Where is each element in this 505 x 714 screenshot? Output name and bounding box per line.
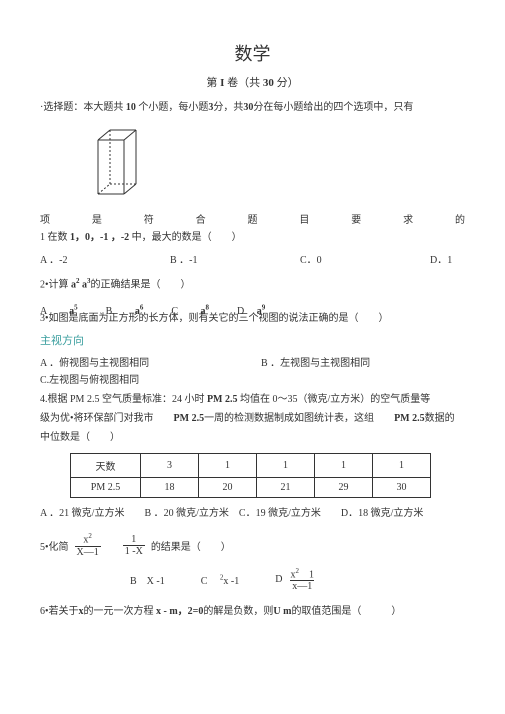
q5-tail: 的结果是（ ） <box>151 538 231 553</box>
q2-c: a <box>80 279 88 290</box>
q1-text: 1 在数 1，0，-1 ，-2 中，最大的数是（ ） <box>40 230 465 245</box>
q4f: 一周的检测数据制成如图统计表，这组 <box>204 413 384 424</box>
q4c: 均值在 0～35（微克/立方米）的空气质量等 <box>240 394 430 405</box>
instruction-tail: 项 是 符 合 题 目 要 求 的 <box>40 211 465 226</box>
td-2-5: 30 <box>373 478 431 498</box>
q4-line1: 4.根据 PM 2.5 空气质量标准：24 小时 PM 2.5 均值在 0～35… <box>40 392 465 407</box>
sub-prefix: 第 <box>206 77 217 89</box>
inst-f: 30 <box>243 102 253 113</box>
view-direction-label: 主视方向 <box>40 332 465 348</box>
q6d: x - m，2=0 <box>154 606 204 617</box>
q4h: 数据的 <box>425 413 455 424</box>
q5-options: B X -1 C 2x -1 D x2 1 x—1 <box>130 568 465 592</box>
q5n2: 1 <box>129 534 138 545</box>
q5d2: 1 -X <box>123 545 145 557</box>
q3-text: 3•如图是底面为正方形的长方体，则有关它的三个视图的说法正确的是（ ） <box>40 311 465 326</box>
td-2-3: 21 <box>257 478 315 498</box>
q5d-frac: x2 1 x—1 <box>288 568 316 592</box>
q5-opt-d: D x2 1 x—1 <box>275 568 316 592</box>
tc6: 要 <box>351 211 361 226</box>
q5-frac1: x2 X—1 <box>75 533 101 557</box>
td-2-2: 20 <box>199 478 257 498</box>
q2-b: a <box>69 279 77 290</box>
th-pm: PM 2.5 <box>71 478 141 498</box>
q5d1: X—1 <box>75 546 101 558</box>
q5s: 2 <box>88 532 92 540</box>
sub-points: 30 <box>263 77 274 89</box>
inst-e: 分，共 <box>213 102 243 113</box>
q4-line3: 中位数是（ ） <box>40 430 465 445</box>
td-1-4: 1 <box>315 454 373 478</box>
q5dd: x—1 <box>290 580 314 592</box>
tc7: 求 <box>403 211 413 226</box>
q1-tail: 中，最大的数是（ ） <box>132 232 242 243</box>
q6g: 的取值范围是（ ） <box>291 606 401 617</box>
q1-lead: 1 在数 <box>40 232 68 243</box>
q1-opt-c: C．0 <box>300 251 380 266</box>
q2-a: 2•计算 <box>40 279 69 290</box>
instruction-line: ·选择题：本大题共 10 个小题，每小题3分，共30分在每小题给出的四个选项中，… <box>40 100 465 116</box>
inst-c: 个小题，每小题 <box>138 102 208 113</box>
q3-opt-a: A ．俯视图与主视图相同 <box>40 354 253 369</box>
prism-figure <box>90 122 465 205</box>
q2-text: 2•计算 a2 a3的正确结果是（ ） <box>40 276 465 292</box>
q3-opt-b: B ．左视图与主视图相同 <box>261 354 465 369</box>
q1-opt-a: A ．-2 <box>40 251 120 266</box>
tc0: 项 <box>40 211 50 226</box>
tc3: 合 <box>196 211 206 226</box>
page-title: 数学 <box>40 40 465 66</box>
q5-mid <box>107 538 117 553</box>
q3-opt-c: C.左视图与俯视图相同 <box>40 373 465 388</box>
inst-b: 10 <box>123 102 138 113</box>
inst-a: ·选择题：本大题共 <box>40 102 123 113</box>
q6c: 的一元一次方程 <box>84 606 154 617</box>
q1-opt-b: B ．-1 <box>170 251 250 266</box>
q5-lead: 5•化简 <box>40 538 69 553</box>
q6a: 6•若关于 <box>40 606 79 617</box>
td-2-1: 18 <box>141 478 199 498</box>
tc8: 的 <box>455 211 465 226</box>
q4e: PM 2.5 <box>174 413 205 424</box>
q2-d: 的正确结果是（ ） <box>91 279 191 290</box>
q4-line2: 级为优•将环保部门对我市 PM 2.5一周的检测数据制成如图统计表，这组 PM … <box>40 411 465 426</box>
tc2: 符 <box>144 211 154 226</box>
q4b: PM 2.5 <box>204 394 240 405</box>
th-days: 天数 <box>71 454 141 478</box>
q1-opt-d: D．1 <box>430 251 505 266</box>
td-1-3: 1 <box>257 454 315 478</box>
tc1: 是 <box>92 211 102 226</box>
td-2-4: 29 <box>315 478 373 498</box>
tc5: 目 <box>299 211 309 226</box>
q1-options: A ．-2 B ．-1 C．0 D．1 <box>40 251 465 266</box>
q6-text: 6•若关于x的一元一次方程 x - m，2=0的解是负数，则U m的取值范围是（… <box>40 604 465 619</box>
section-subtitle: 第 I 卷（共 30 分） <box>40 74 465 90</box>
q5c-pre: C <box>201 576 210 587</box>
q5-row: 5•化简 x2 X—1 1 1 -X 的结果是（ ） <box>40 533 465 557</box>
tc4: 题 <box>248 211 258 226</box>
q6e: 的解是负数，则 <box>203 606 273 617</box>
q1-nums: 1，0，-1 ，-2 <box>70 232 129 243</box>
sub-end: 分） <box>277 77 299 89</box>
sub-suffix: 卷（共 <box>227 77 260 89</box>
q4a: 4.根据 PM 2.5 空气质量标准：24 小时 <box>40 394 204 405</box>
q5dn2: 1 <box>299 569 314 580</box>
td-1-1: 3 <box>141 454 199 478</box>
td-1-5: 1 <box>373 454 431 478</box>
q5-opt-c: C 2x -1 <box>201 572 240 587</box>
sub-roman: I <box>220 77 224 89</box>
q4-options: A ．21 微克/立方米 B ．20 微克/立方米 C．19 微克/立方米 D．… <box>40 506 465 521</box>
q5-frac2: 1 1 -X <box>123 534 145 557</box>
q4d: 级为优•将环保部门对我市 <box>40 413 164 424</box>
pm25-table: 天数 3 1 1 1 1 PM 2.5 18 20 21 29 30 <box>70 453 431 498</box>
q3-ab: A ．俯视图与主视图相同 B ．左视图与主视图相同 <box>40 354 465 369</box>
td-1-2: 1 <box>199 454 257 478</box>
q5d-l: D <box>275 574 282 585</box>
q6f: U m <box>273 606 291 617</box>
q5c-body: x -1 <box>223 576 239 587</box>
inst-g: 分在每小题给出的四个选项中，只有 <box>253 102 413 113</box>
q4g: PM 2.5 <box>394 413 425 424</box>
q5-opt-b: B X -1 <box>130 572 165 587</box>
